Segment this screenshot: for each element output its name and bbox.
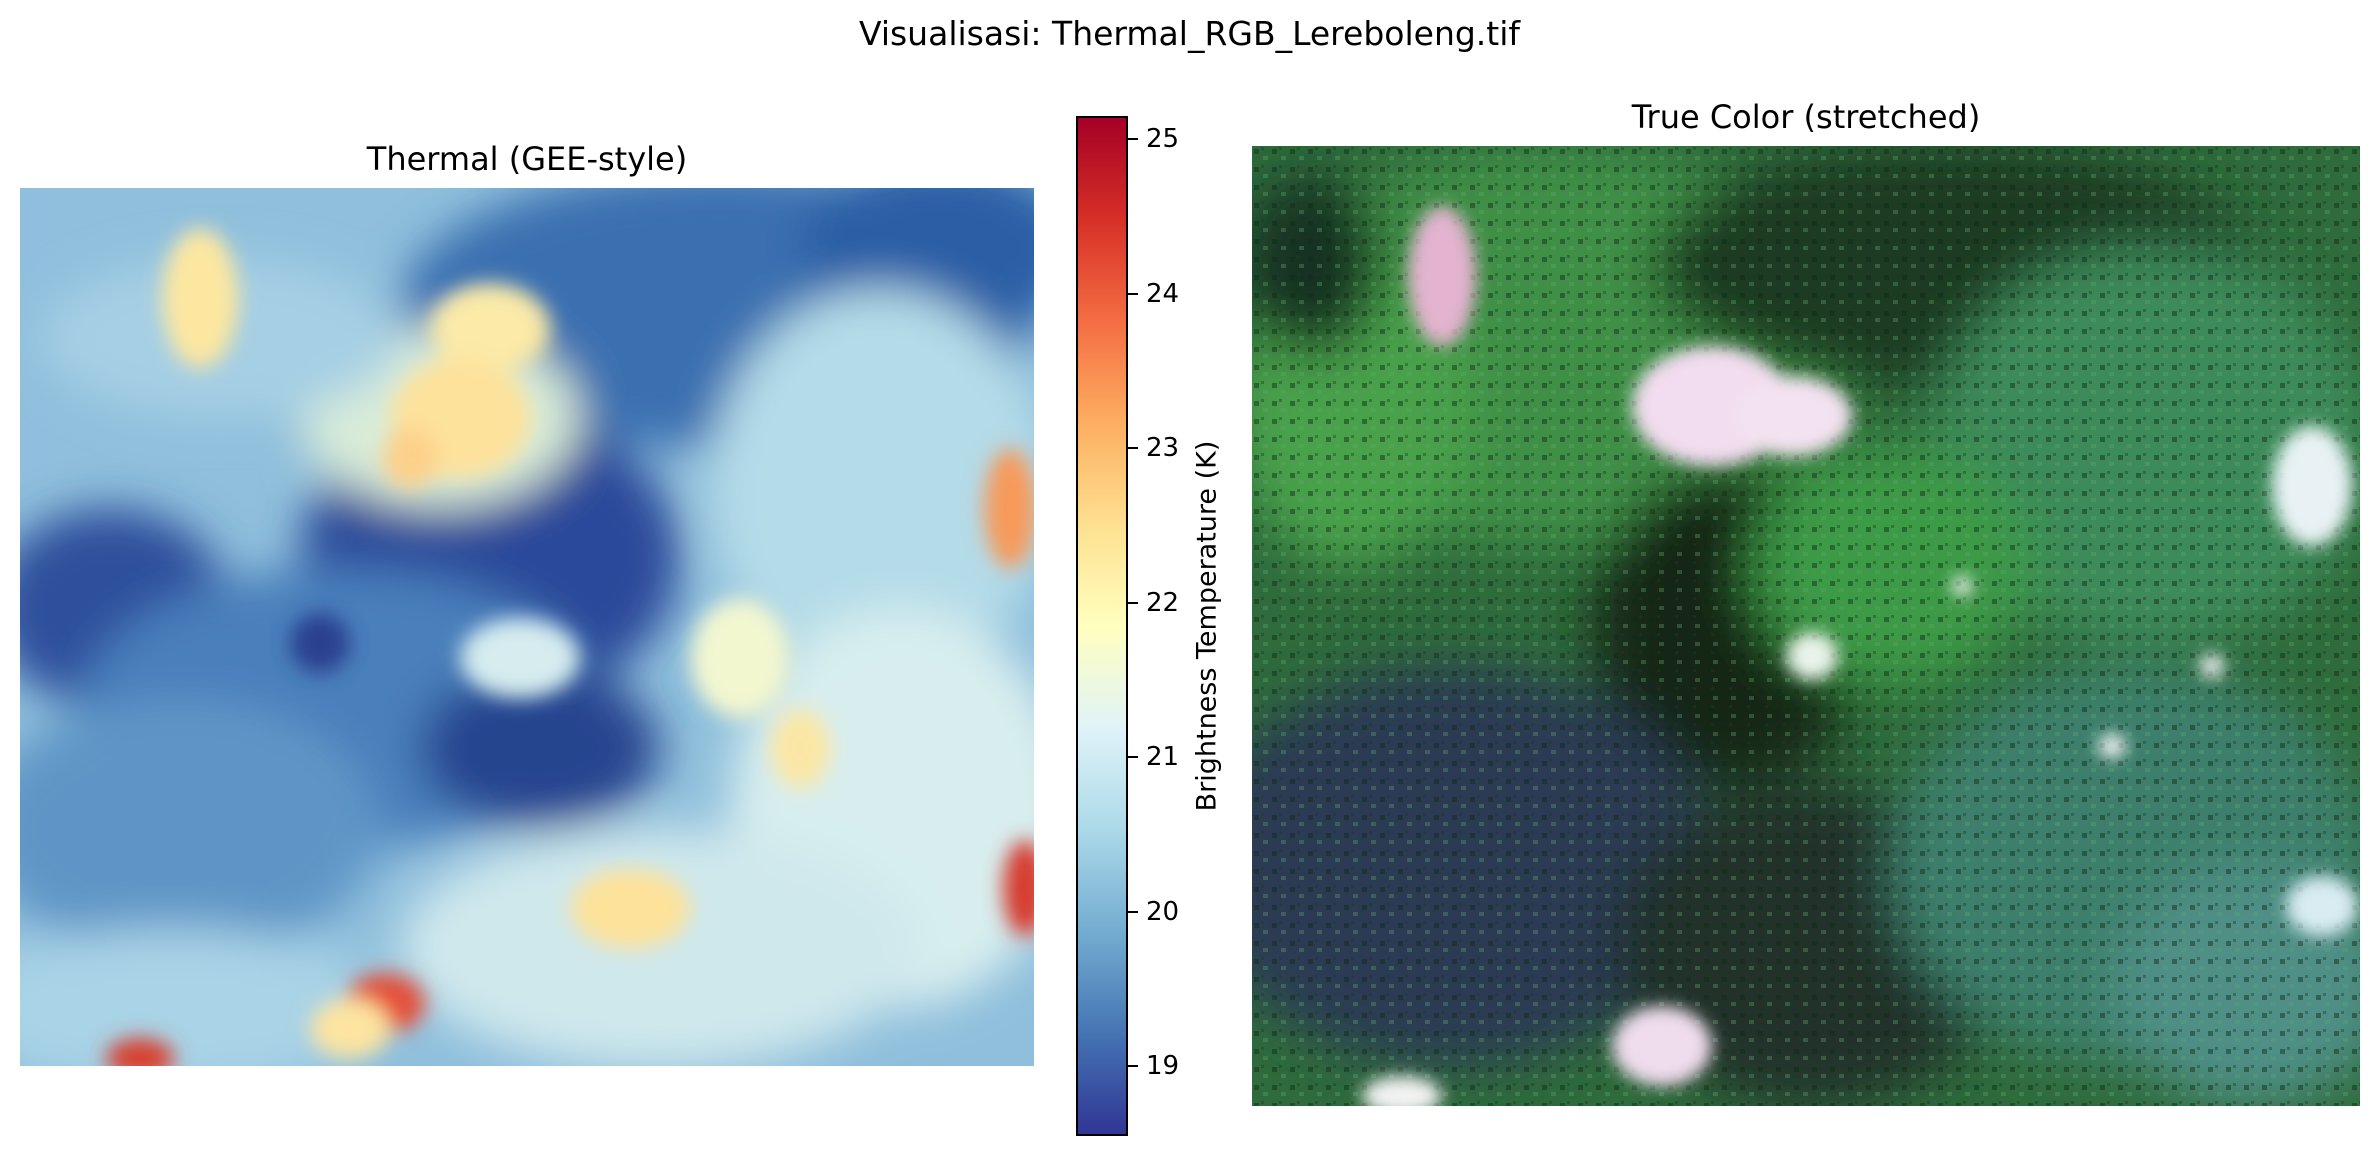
- figure-title: Visualisasi: Thermal_RGB_Lereboleng.tif: [858, 14, 1521, 53]
- colorbar-tick: [1128, 138, 1138, 141]
- colorbar-tick-label: 22: [1146, 587, 1180, 618]
- thermal-heatmap: [20, 188, 1034, 1066]
- colorbar-tick: [1128, 756, 1138, 759]
- colorbar-tick-label: 25: [1146, 124, 1180, 155]
- colorbar-tick-label: 21: [1146, 742, 1180, 773]
- colorbar-tick-label: 19: [1146, 1051, 1180, 1082]
- thermal-panel-title: Thermal (GEE-style): [366, 140, 688, 178]
- colorbar: [1076, 116, 1128, 1136]
- colorbar-tick: [1128, 1065, 1138, 1068]
- colorbar-tick: [1128, 601, 1138, 604]
- colorbar-label: Brightness Temperature (K): [1191, 440, 1223, 812]
- truecolor-image: [1252, 146, 2360, 1106]
- colorbar-tick-label: 23: [1146, 433, 1180, 464]
- truecolor-panel-title: True Color (stretched): [1631, 98, 1981, 136]
- colorbar-tick: [1128, 447, 1138, 450]
- colorbar-tick: [1128, 910, 1138, 913]
- colorbar-tick: [1128, 292, 1138, 295]
- colorbar-tick-label: 20: [1146, 896, 1180, 927]
- truecolor-photo: [1252, 146, 2360, 1106]
- thermal-image: [20, 188, 1034, 1066]
- colorbar-tick-label: 24: [1146, 278, 1180, 309]
